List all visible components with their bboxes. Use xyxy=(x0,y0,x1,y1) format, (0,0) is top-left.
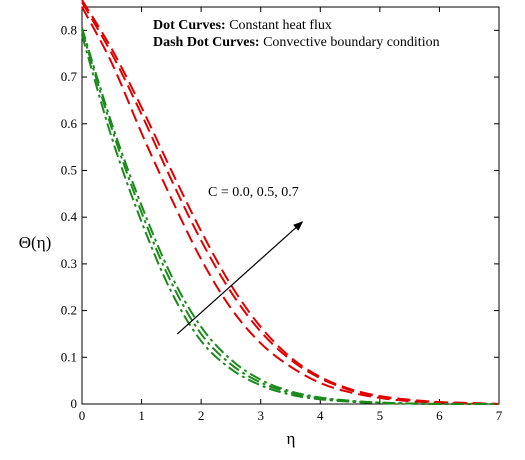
annotation-arrow xyxy=(176,221,304,335)
x-tick-label: 1 xyxy=(138,408,145,423)
x-tick-label: 2 xyxy=(198,408,205,423)
plot-frame xyxy=(81,6,500,405)
dash-dot-curve-4 xyxy=(81,34,499,406)
legend-entry-key: Dash Dot Curves: xyxy=(153,35,260,50)
dash-dot-curve-5 xyxy=(81,30,499,406)
y-tick-label: 0.6 xyxy=(61,116,78,131)
y-axis-label: Θ(η) xyxy=(19,233,52,252)
y-tick-label: 0.5 xyxy=(61,162,77,177)
x-tick-label: 4 xyxy=(317,408,324,423)
annotation-layer: C = 0.0, 0.5, 0.7 xyxy=(176,185,304,335)
x-tick-label: 3 xyxy=(257,408,264,423)
y-tick-label: 0.3 xyxy=(61,256,77,271)
x-tick-label: 6 xyxy=(436,408,443,423)
y-tick-label: 0.1 xyxy=(61,349,77,364)
legend-entry: Dot Curves: Constant heat flux xyxy=(153,18,332,33)
legend-entry-key: Dot Curves: xyxy=(153,18,226,33)
x-axis-label: η xyxy=(287,429,296,448)
annotation-text: C = 0.0, 0.5, 0.7 xyxy=(208,185,299,200)
y-tick-label: 0.4 xyxy=(61,209,78,224)
y-tick-label: 0 xyxy=(71,396,78,411)
plot-area xyxy=(81,6,500,405)
y-tick-label: 0.7 xyxy=(61,69,78,84)
legend-entry-text: Constant heat flux xyxy=(226,18,332,33)
legend: Dot Curves: Constant heat flux Dash Dot C… xyxy=(153,18,440,50)
series-layer xyxy=(81,0,500,406)
x-tick-label: 5 xyxy=(377,408,384,423)
y-tick-label: 0.2 xyxy=(61,303,77,318)
legend-entry: Dash Dot Curves: Convective boundary con… xyxy=(153,35,440,50)
x-tick-label: 7 xyxy=(496,408,503,423)
dash-dot-curve-6 xyxy=(81,27,499,406)
y-tick-label: 0.8 xyxy=(61,22,77,37)
dash-curve-1 xyxy=(81,6,500,405)
axes: 0 1 2 3 4 5 6 7 0 0.1 0.2 0.3 0.4 0.5 0.6 0.7 0.8 xyxy=(61,7,503,423)
dash-curve-3 xyxy=(81,0,500,405)
dash-curve-2 xyxy=(81,1,500,405)
legend-entry-text: Convective boundary condition xyxy=(260,35,440,50)
x-tick-label: 0 xyxy=(79,408,86,423)
